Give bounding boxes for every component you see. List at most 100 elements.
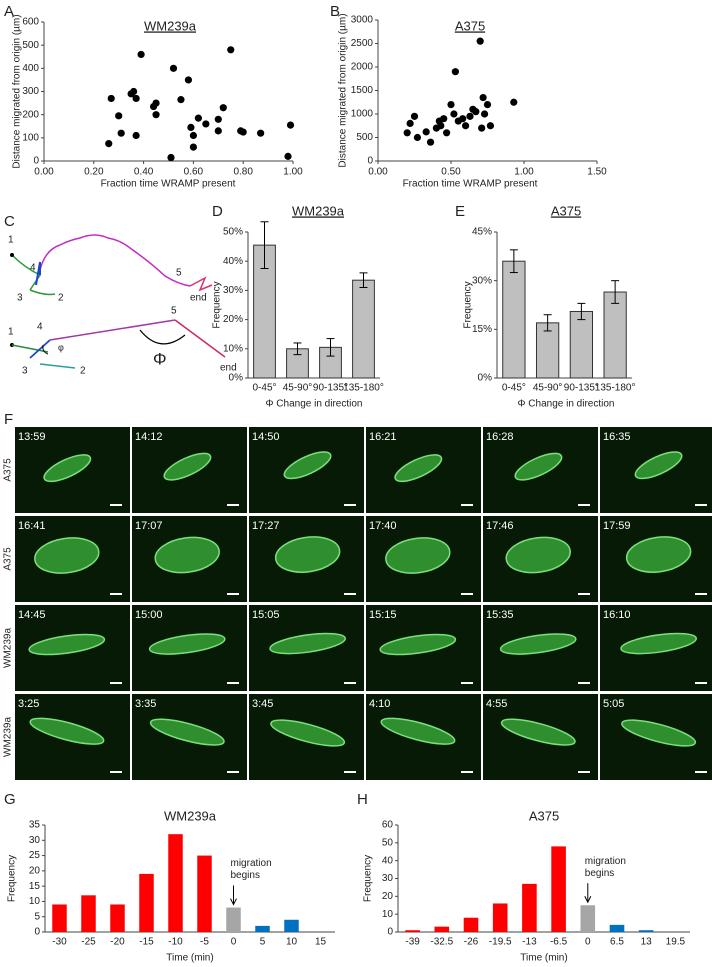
- y-tick-label: 30%: [223, 285, 243, 296]
- bar: [463, 917, 479, 932]
- cell: [621, 719, 697, 747]
- point: [107, 94, 115, 103]
- x-tick-label: 15: [315, 937, 327, 948]
- point: [410, 112, 419, 120]
- x-tick-label: 0.50: [441, 167, 461, 178]
- y-tick-label: 500: [22, 40, 39, 51]
- timestamp: 17:46: [486, 520, 514, 532]
- annotation: begins: [585, 868, 614, 879]
- vector: [174, 319, 226, 358]
- vector: [49, 319, 176, 341]
- timestamp: 3:25: [18, 698, 39, 710]
- y-tick-label: 5: [34, 911, 40, 922]
- cell: [634, 451, 683, 480]
- point: [466, 112, 474, 120]
- point: [194, 114, 202, 122]
- timestamp: 13:59: [18, 431, 46, 443]
- timestamp: 4:55: [486, 698, 507, 710]
- y-tick-label: 50: [382, 837, 394, 848]
- bar: [81, 895, 96, 932]
- y-tick-label: 2500: [351, 38, 374, 49]
- cell: [625, 536, 692, 573]
- point-label: 1: [8, 235, 14, 246]
- y-tick-label: 30: [382, 873, 394, 884]
- timestamp: 17:40: [369, 520, 397, 532]
- cell: [379, 633, 457, 656]
- point-label: 5: [176, 268, 182, 279]
- x-axis-label: Time (min): [166, 953, 213, 964]
- point: [214, 127, 222, 135]
- x-tick-label: 1.00: [283, 167, 303, 178]
- point: [105, 140, 113, 148]
- y-tick-label: 500: [356, 132, 373, 143]
- vector: [39, 363, 76, 369]
- y-tick-label: 15: [29, 881, 41, 892]
- timestamp: 15:35: [486, 609, 514, 621]
- point: [406, 119, 414, 127]
- x-axis-label: Φ Change in direction: [518, 399, 615, 410]
- y-tick-label: 30%: [472, 275, 492, 286]
- x-tick-label: -39: [405, 937, 420, 948]
- x-tick-label: -25: [81, 937, 96, 948]
- x-tick-label: 0: [585, 937, 591, 948]
- y-tick-label: 40: [382, 855, 394, 866]
- point: [132, 131, 140, 140]
- bar: [492, 903, 508, 932]
- panel-letter: B: [330, 3, 340, 20]
- cell: [29, 717, 105, 745]
- y-tick-label: 10: [29, 896, 41, 907]
- y-tick-label: 0: [387, 927, 393, 938]
- x-tick-label: 0.00: [368, 167, 388, 178]
- y-axis-label: Distance migrated from origin (µm): [12, 14, 23, 168]
- x-tick-label: 0.20: [84, 167, 104, 178]
- point: [437, 122, 445, 130]
- x-tick-label: 1.50: [587, 167, 607, 178]
- point: [177, 96, 185, 104]
- y-tick-label: 20: [382, 891, 394, 902]
- y-tick-label: 35: [29, 820, 41, 831]
- y-tick-label: 10: [382, 909, 394, 920]
- cell: [385, 537, 451, 574]
- cell: [154, 536, 220, 574]
- cell: [505, 536, 571, 574]
- y-tick-label: 30: [29, 835, 41, 846]
- point: [459, 115, 467, 123]
- x-tick-label: 0.60: [184, 167, 204, 178]
- cell: [283, 451, 332, 480]
- point-label: end: [220, 363, 237, 374]
- cell: [499, 633, 577, 655]
- cell: [500, 718, 576, 746]
- point: [115, 112, 123, 120]
- point: [202, 120, 210, 128]
- x-tick-label: -5: [200, 937, 209, 948]
- y-tick-label: 60: [382, 820, 394, 831]
- annotation: migration: [231, 858, 272, 869]
- point: [152, 111, 160, 119]
- point-label: 5: [171, 306, 177, 317]
- point: [227, 46, 235, 54]
- x-tick-label: 0.80: [233, 167, 253, 178]
- y-tick-label: 1000: [351, 109, 374, 120]
- y-tick-label: 400: [22, 63, 39, 74]
- x-tick-label: -13: [522, 937, 537, 948]
- x-tick-label: 6.5: [610, 937, 624, 948]
- point: [413, 133, 422, 142]
- bar: [569, 310, 594, 379]
- y-axis-label: Frequency: [212, 281, 223, 328]
- x-tick-label: 45-90°: [283, 383, 313, 394]
- panel-letter: A: [4, 3, 14, 20]
- timestamp: 16:21: [369, 431, 397, 443]
- point-label: 4: [30, 263, 36, 274]
- point: [189, 131, 197, 140]
- bar: [580, 905, 596, 932]
- cell: [149, 718, 225, 746]
- chart-title: WM239a: [144, 18, 197, 33]
- x-tick-label: 135-180°: [595, 383, 636, 394]
- point: [184, 76, 193, 84]
- cell: [163, 452, 212, 481]
- point: [403, 129, 411, 137]
- angle-arc: [42, 344, 49, 355]
- cell: [43, 454, 92, 483]
- point: [214, 115, 222, 123]
